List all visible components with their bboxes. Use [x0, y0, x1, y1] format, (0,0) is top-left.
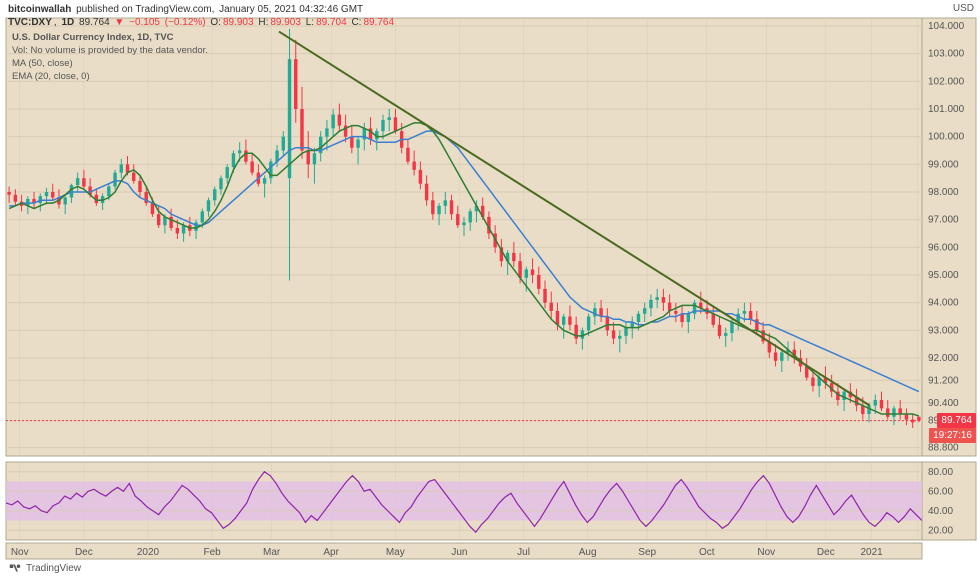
svg-text:Dec: Dec: [817, 547, 835, 558]
ohlc-l-label: L:: [306, 17, 314, 28]
svg-text:97.000: 97.000: [928, 215, 959, 226]
current-price-badge: 89.764: [937, 413, 976, 428]
svg-text:Feb: Feb: [203, 547, 221, 558]
y-axis-unit: USD: [953, 3, 974, 14]
ticker: TVC:DXY: [8, 17, 52, 28]
legend-ema: EMA (20, close, 0): [12, 71, 208, 83]
svg-text:96.000: 96.000: [928, 242, 959, 253]
svg-text:Dec: Dec: [75, 547, 93, 558]
svg-text:80.00: 80.00: [928, 467, 953, 478]
ohlc-l: 89.704: [316, 17, 347, 28]
svg-text:92.000: 92.000: [928, 353, 959, 364]
legend-title: U.S. Dollar Currency Index, 1D, TVC: [12, 32, 208, 44]
ohlc-o-label: O:: [210, 17, 221, 28]
tradingview-icon: [8, 561, 22, 575]
svg-text:90.400: 90.400: [928, 398, 959, 409]
svg-text:102.000: 102.000: [928, 76, 965, 87]
svg-text:40.00: 40.00: [928, 506, 953, 517]
svg-text:93.000: 93.000: [928, 325, 959, 336]
svg-text:60.00: 60.00: [928, 486, 953, 497]
last-price: 89.764: [79, 17, 110, 28]
svg-text:104.000: 104.000: [928, 21, 965, 32]
svg-text:103.000: 103.000: [928, 49, 965, 60]
svg-text:95.000: 95.000: [928, 270, 959, 281]
svg-text:Sep: Sep: [638, 547, 656, 558]
chart-header: bitcoinwallah published on TradingView.c…: [8, 3, 396, 29]
svg-text:94.000: 94.000: [928, 298, 959, 309]
svg-text:Jul: Jul: [517, 547, 530, 558]
countdown-badge: 19:27:16: [929, 428, 976, 443]
svg-text:Nov: Nov: [11, 547, 29, 558]
ohlc-c-label: C:: [351, 17, 361, 28]
svg-text:2021: 2021: [860, 547, 883, 558]
pub-date: January 05, 2021 04:32:46 GMT: [219, 4, 363, 15]
svg-text:Nov: Nov: [757, 547, 775, 558]
price-direction-icon: ▼: [114, 17, 124, 28]
svg-text:Apr: Apr: [323, 547, 339, 558]
svg-text:Mar: Mar: [263, 547, 281, 558]
footer: TradingView: [8, 561, 81, 575]
svg-text:Jun: Jun: [451, 547, 467, 558]
legend-vol: Vol: No volume is provided by the data v…: [12, 45, 208, 57]
svg-text:101.000: 101.000: [928, 104, 965, 115]
chart-container: bitcoinwallah published on TradingView.c…: [0, 0, 980, 580]
svg-text:100.000: 100.000: [928, 132, 965, 143]
svg-text:20.00: 20.00: [928, 525, 953, 536]
tradingview-label: TradingView: [26, 563, 81, 574]
svg-text:Aug: Aug: [579, 547, 597, 558]
change-pct: (−0.12%): [165, 17, 206, 28]
svg-text:2020: 2020: [137, 547, 160, 558]
legend-ma: MA (50, close): [12, 58, 208, 70]
svg-text:91.200: 91.200: [928, 375, 959, 386]
svg-text:98.000: 98.000: [928, 187, 959, 198]
legend: U.S. Dollar Currency Index, 1D, TVC Vol:…: [12, 32, 208, 84]
ohlc-h-label: H:: [258, 17, 268, 28]
ohlc-o: 89.903: [223, 17, 254, 28]
svg-text:May: May: [386, 547, 405, 558]
ohlc-h: 89.903: [270, 17, 301, 28]
ohlc-c: 89.764: [363, 17, 394, 28]
svg-text:99.000: 99.000: [928, 159, 959, 170]
timeframe: 1D: [61, 17, 74, 28]
change-abs: −0.105: [129, 17, 160, 28]
pub-source: published on TradingView.com,: [76, 4, 214, 15]
price-chart[interactable]: 104.000 103.000 102.000 101.000 100.000 99.00…: [0, 0, 980, 580]
svg-text:88.800: 88.800: [928, 443, 959, 454]
author: bitcoinwallah: [8, 4, 71, 15]
svg-text:Oct: Oct: [699, 547, 715, 558]
